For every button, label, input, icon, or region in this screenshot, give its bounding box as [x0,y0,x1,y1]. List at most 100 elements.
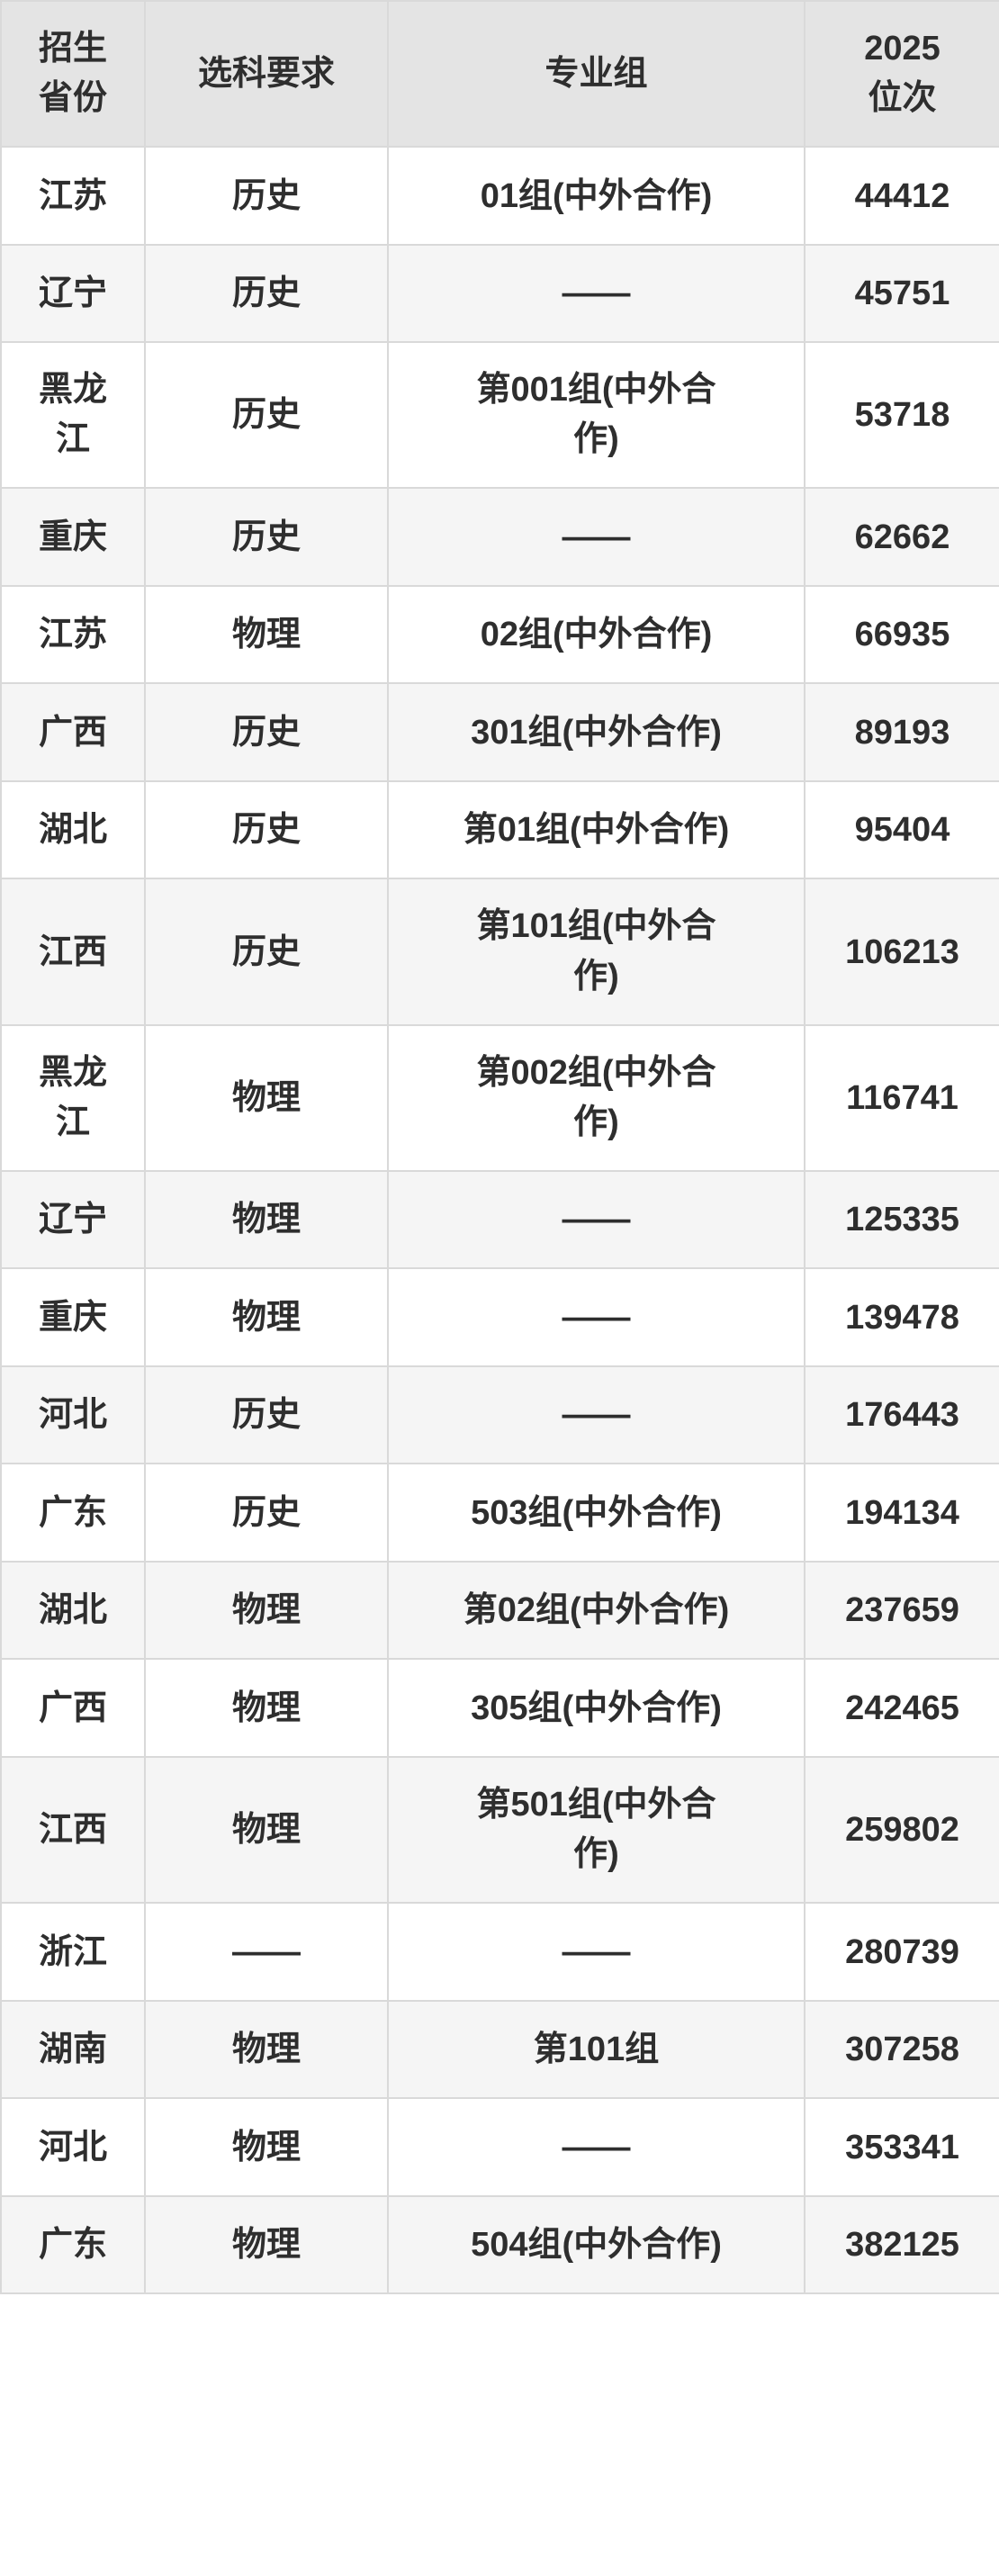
cell-text-group: 02组(中外合作) [480,616,713,654]
cell-subject: —— [144,1902,389,2002]
cell-text-group: 01组(中外合作) [480,176,713,215]
cell-subject: 物理 [144,2097,389,2197]
cell-subject: 历史 [144,243,389,344]
cell-text-group: 第01组(中外合作) [463,811,730,850]
cell-text-subject: 物理 [231,1591,301,1630]
cell-group: 02组(中外合作) [387,584,806,685]
table-row: 河北 历史 —— 176443 [0,1365,999,1465]
cell-group: 504组(中外合作) [387,2194,806,2295]
cell-text-province: 广东 [38,1493,107,1532]
cell-text-province: 江苏 [38,176,107,215]
cell-text-group: 第02组(中外合作) [463,1591,730,1630]
header-cell-subject: 选科要求 [144,0,389,149]
cell-province: 辽宁 [0,243,146,344]
cell-text-subject: 历史 [231,518,301,556]
cell-text-group: 第002组(中外合作) [476,1053,716,1141]
table-row: 广西 物理 305组(中外合作) 242465 [0,1658,999,1758]
cell-group: 第002组(中外合作) [387,1023,806,1172]
cell-text-subject: —— [232,1932,301,1971]
cell-text-group: 301组(中外合作) [471,713,722,752]
table-row: 江西 历史 第101组(中外合作) 106213 [0,878,999,1026]
cell-text-rank: 259802 [845,1811,959,1850]
cell-province: 湖北 [0,1560,146,1661]
cell-text-rank: 106213 [845,932,959,971]
cell-group: —— [387,1169,806,1270]
cell-subject: 历史 [144,341,389,490]
cell-text-province: 黑龙江 [38,371,107,459]
cell-text-province: 重庆 [38,518,107,556]
cell-group: —— [387,1902,806,2002]
cell-text-rank: 45751 [854,275,950,313]
cell-rank: 353341 [804,2097,999,2197]
cell-text-subject: 物理 [231,1811,301,1850]
cell-subject: 历史 [144,1463,389,1563]
cell-text-rank: 44412 [854,176,950,215]
cell-text-group: 第501组(中外合作) [476,1785,716,1874]
cell-group: 第02组(中外合作) [387,1560,806,1661]
cell-text-rank: 194134 [845,1493,959,1532]
cell-subject: 历史 [144,682,389,782]
cell-subject: 历史 [144,487,389,587]
cell-text-subject: 历史 [231,811,301,850]
cell-text-group: 504组(中外合作) [471,2226,722,2265]
cell-subject: 物理 [144,1267,389,1367]
cell-province: 江西 [0,878,146,1026]
table-row: 辽宁 历史 —— 45751 [0,243,999,344]
cell-group: —— [387,1365,806,1465]
table-row: 湖北 历史 第01组(中外合作) 95404 [0,779,999,880]
header-cell-group: 专业组 [387,0,806,149]
cell-province: 湖北 [0,779,146,880]
cell-text-subject: 物理 [231,1201,301,1239]
cell-text-province: 辽宁 [38,275,107,313]
cell-text-subject: 历史 [231,1396,301,1435]
cell-province: 河北 [0,2097,146,2197]
cell-text-group: 第101组(中外合作) [476,907,716,995]
header-cell-rank: 2025位次 [804,0,999,149]
cell-group: 第101组(中外合作) [387,878,806,1026]
cell-province: 广东 [0,1463,146,1563]
cell-text-province: 河北 [38,1396,107,1435]
cell-text-subject: 历史 [231,932,301,971]
cell-group: 第01组(中外合作) [387,779,806,880]
cell-group: 503组(中外合作) [387,1463,806,1563]
cell-text-rank: 66935 [854,616,950,654]
table-row: 广东 物理 504组(中外合作) 382125 [0,2194,999,2295]
table-row: 河北 物理 —— 353341 [0,2097,999,2197]
cell-province: 辽宁 [0,1169,146,1270]
cell-subject: 历史 [144,779,389,880]
cell-text-group: —— [562,275,631,313]
cell-rank: 125335 [804,1169,999,1270]
cell-text-province: 广东 [38,2226,107,2265]
cell-rank: 259802 [804,1755,999,1905]
cell-rank: 45751 [804,243,999,344]
header-label-group: 专业组 [544,55,648,94]
cell-text-rank: 116741 [846,1078,958,1117]
table-row: 重庆 历史 —— 62662 [0,487,999,587]
cell-text-province: 湖北 [38,1591,107,1630]
cell-text-group: —— [562,1201,631,1239]
cell-text-province: 湖北 [38,811,107,850]
cell-subject: 物理 [144,2194,389,2295]
cell-subject: 物理 [144,1999,389,2100]
cell-province: 黑龙江 [0,1023,146,1172]
cell-rank: 106213 [804,878,999,1026]
cell-text-subject: 物理 [231,2031,301,2069]
table-body: 江苏 历史 01组(中外合作) 44412 辽宁 历史 —— 45751 黑龙江 历史 第001组(… [0,146,999,2295]
cell-province: 河北 [0,1365,146,1465]
cell-text-rank: 176443 [845,1396,959,1435]
cell-text-subject: 历史 [231,1493,301,1532]
cell-text-province: 江苏 [38,616,107,654]
table-row: 江苏 物理 02组(中外合作) 66935 [0,584,999,685]
cell-province: 江苏 [0,584,146,685]
cell-text-group: —— [562,1396,631,1435]
cell-rank: 307258 [804,1999,999,2100]
cell-group: —— [387,2097,806,2197]
cell-text-rank: 95404 [854,811,950,850]
cell-subject: 物理 [144,584,389,685]
cell-group: 第001组(中外合作) [387,341,806,490]
cell-subject: 物理 [144,1023,389,1172]
cell-text-subject: 历史 [231,713,301,752]
cell-text-group: 305组(中外合作) [471,1689,722,1727]
cell-rank: 44412 [804,146,999,246]
cell-province: 江苏 [0,146,146,246]
